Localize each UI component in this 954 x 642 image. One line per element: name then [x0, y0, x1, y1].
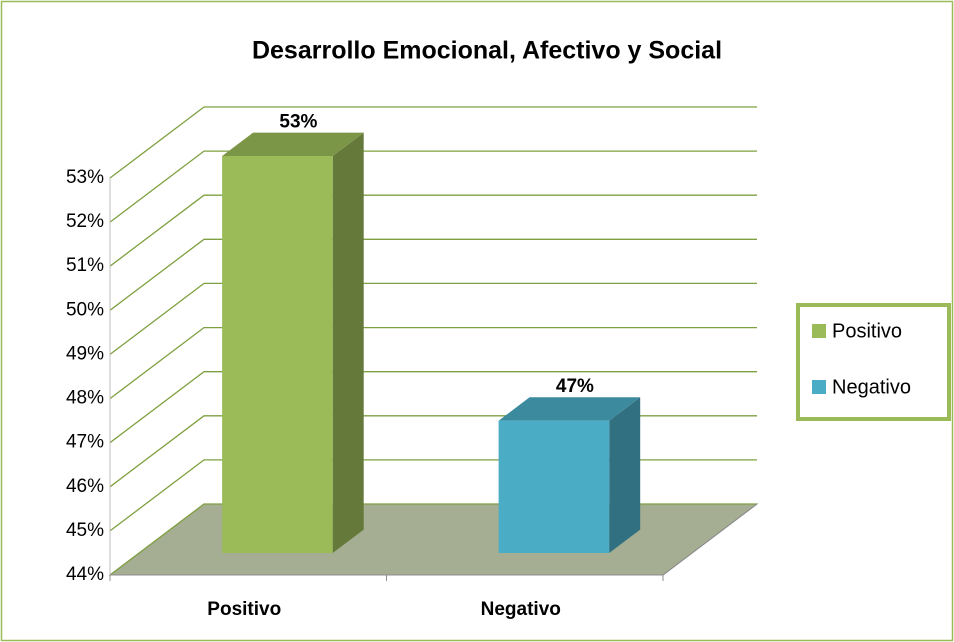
chart-title: Desarrollo Emocional, Afectivo y Social [252, 37, 722, 65]
floor [108, 503, 759, 576]
bar-top [498, 397, 641, 421]
bar-side [332, 132, 364, 553]
data-label: 47% [556, 376, 594, 397]
grid-line [109, 194, 757, 267]
y-tick-label: 50% [66, 299, 104, 320]
legend-label: Positivo [832, 320, 902, 342]
y-tick-label: 49% [66, 343, 104, 364]
legend-swatch [812, 380, 826, 394]
y-tick-label: 52% [66, 211, 104, 232]
y-tick-label: 47% [66, 432, 104, 453]
y-tick-label: 48% [66, 388, 104, 409]
x-tick-label: Positivo [207, 599, 281, 620]
bar [222, 156, 333, 553]
data-label: 53% [279, 112, 317, 133]
legend-label: Negativo [832, 376, 911, 398]
grid-line [109, 106, 757, 179]
y-tick-label: 46% [66, 476, 104, 497]
y-tick-label: 45% [66, 520, 104, 541]
grid-line [109, 326, 757, 400]
y-tick-label: 53% [66, 167, 104, 188]
bar-side [609, 397, 641, 553]
grid-line [109, 282, 757, 355]
grid-line [109, 238, 757, 311]
grid-line [109, 371, 757, 444]
legend-swatch [812, 324, 826, 338]
y-tick-label: 44% [66, 564, 104, 585]
floor-edge [662, 503, 758, 576]
y-tick-label: 51% [66, 255, 104, 276]
bar-top [222, 132, 364, 156]
bar [498, 420, 610, 553]
grid-line [109, 150, 757, 223]
x-tick-label: Negativo [481, 599, 561, 620]
